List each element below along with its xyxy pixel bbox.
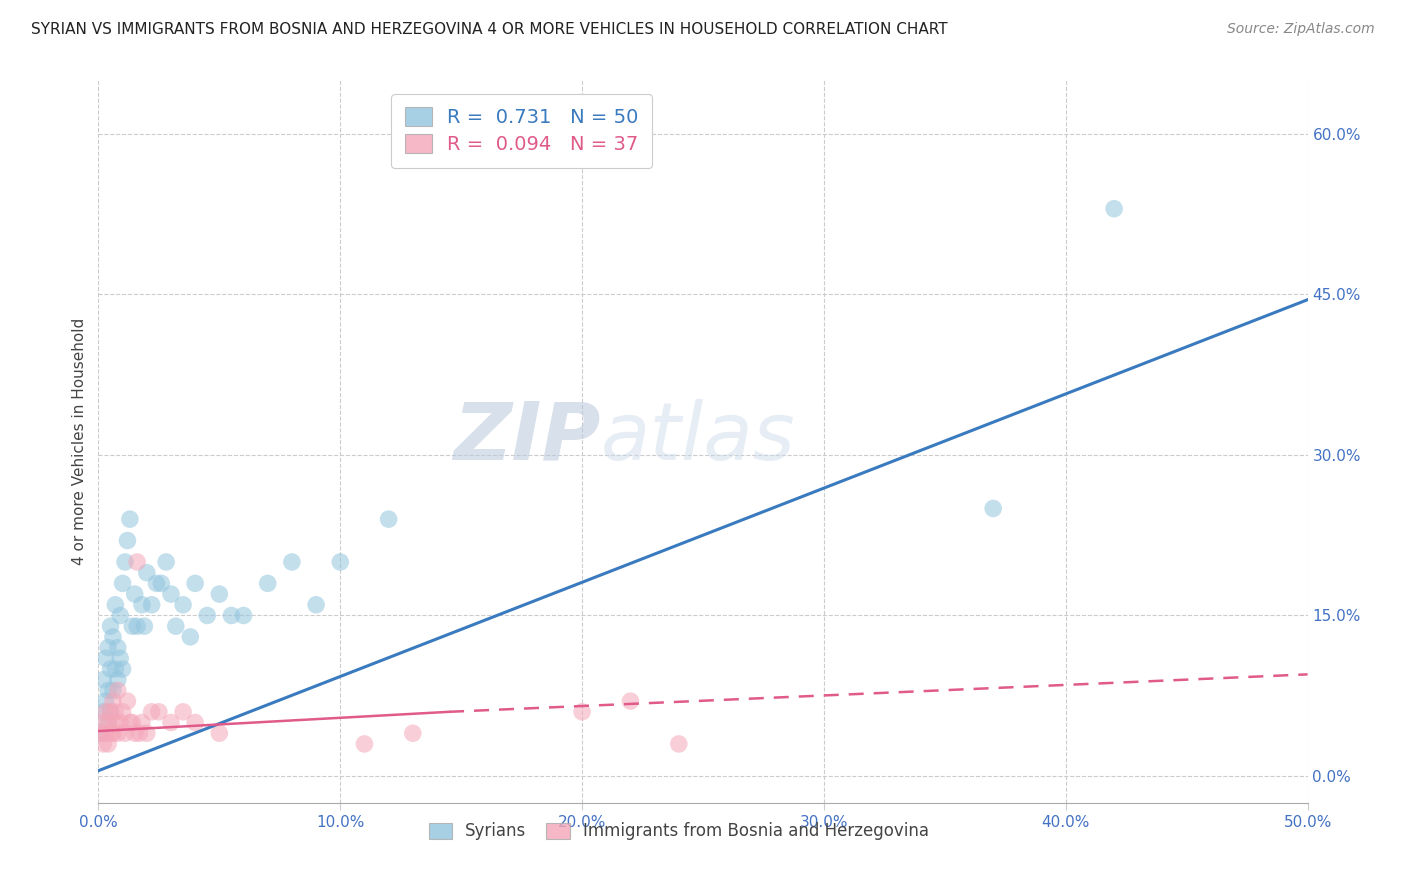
Point — [131, 715, 153, 730]
Point — [91, 737, 114, 751]
Point — [108, 651, 131, 665]
Point — [184, 576, 207, 591]
Point — [208, 587, 231, 601]
Point — [117, 533, 139, 548]
Point — [100, 726, 122, 740]
Point — [104, 705, 127, 719]
Point — [114, 726, 136, 740]
Point — [94, 694, 117, 708]
Point — [141, 598, 163, 612]
Point — [135, 726, 157, 740]
Point — [160, 587, 183, 601]
Legend: Syrians, Immigrants from Bosnia and Herzegovina: Syrians, Immigrants from Bosnia and Herz… — [420, 814, 938, 848]
Point — [184, 715, 207, 730]
Point — [165, 619, 187, 633]
Point — [104, 662, 127, 676]
Point — [94, 705, 117, 719]
Point — [128, 726, 150, 740]
Point — [108, 608, 131, 623]
Point — [118, 715, 141, 730]
Point — [329, 555, 352, 569]
Point — [221, 608, 243, 623]
Point — [121, 619, 143, 633]
Point — [91, 705, 114, 719]
Point — [172, 598, 194, 612]
Point — [256, 576, 278, 591]
Point — [111, 576, 134, 591]
Point — [100, 619, 122, 633]
Point — [97, 683, 120, 698]
Point — [127, 555, 149, 569]
Point — [353, 737, 375, 751]
Point — [107, 640, 129, 655]
Point — [155, 555, 177, 569]
Point — [104, 598, 127, 612]
Point — [148, 705, 170, 719]
Point — [108, 715, 131, 730]
Y-axis label: 4 or more Vehicles in Household: 4 or more Vehicles in Household — [72, 318, 87, 566]
Point — [208, 726, 231, 740]
Point — [97, 715, 120, 730]
Point — [127, 619, 149, 633]
Point — [100, 662, 122, 676]
Point — [160, 715, 183, 730]
Point — [100, 705, 122, 719]
Point — [101, 630, 124, 644]
Point — [101, 694, 124, 708]
Point — [97, 640, 120, 655]
Point — [91, 673, 114, 687]
Point — [145, 576, 167, 591]
Point — [619, 694, 641, 708]
Point — [131, 598, 153, 612]
Point — [377, 512, 399, 526]
Point — [668, 737, 690, 751]
Point — [90, 726, 112, 740]
Text: SYRIAN VS IMMIGRANTS FROM BOSNIA AND HERZEGOVINA 4 OR MORE VEHICLES IN HOUSEHOLD: SYRIAN VS IMMIGRANTS FROM BOSNIA AND HER… — [31, 22, 948, 37]
Text: ZIP: ZIP — [453, 399, 600, 477]
Point — [100, 705, 122, 719]
Point — [101, 683, 124, 698]
Point — [402, 726, 425, 740]
Point — [104, 715, 127, 730]
Point — [97, 715, 120, 730]
Text: atlas: atlas — [600, 399, 794, 477]
Point — [111, 662, 134, 676]
Point — [111, 705, 134, 719]
Point — [232, 608, 254, 623]
Point — [179, 630, 201, 644]
Point — [150, 576, 173, 591]
Point — [91, 715, 114, 730]
Point — [94, 651, 117, 665]
Point — [281, 555, 304, 569]
Point — [172, 705, 194, 719]
Point — [118, 512, 141, 526]
Point — [101, 726, 124, 740]
Point — [135, 566, 157, 580]
Text: Source: ZipAtlas.com: Source: ZipAtlas.com — [1227, 22, 1375, 37]
Point — [94, 726, 117, 740]
Point — [141, 705, 163, 719]
Point — [121, 715, 143, 730]
Point — [134, 619, 156, 633]
Point — [90, 726, 112, 740]
Point — [117, 694, 139, 708]
Point — [981, 501, 1004, 516]
Point — [124, 587, 146, 601]
Point — [107, 726, 129, 740]
Point — [107, 673, 129, 687]
Point — [571, 705, 593, 719]
Point — [107, 683, 129, 698]
Point — [1102, 202, 1125, 216]
Point — [97, 737, 120, 751]
Point — [124, 726, 146, 740]
Point — [114, 555, 136, 569]
Point — [305, 598, 328, 612]
Point — [195, 608, 218, 623]
